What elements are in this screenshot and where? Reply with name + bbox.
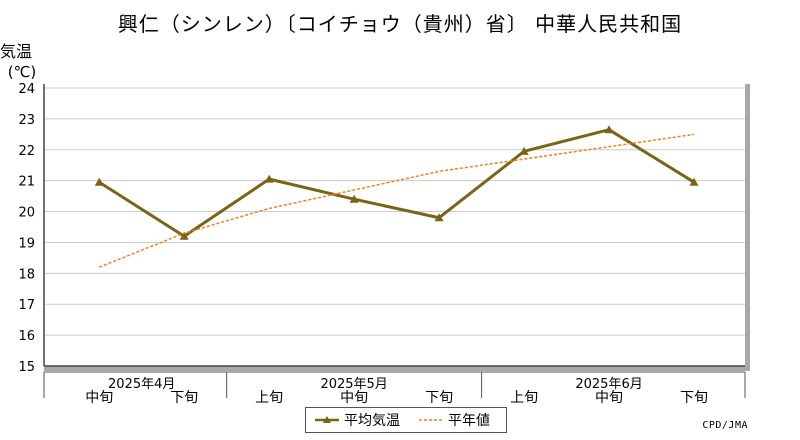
x-tick-label: 中旬 xyxy=(85,390,113,406)
y-tick-label: 24 xyxy=(18,82,35,97)
y-tick-label: 16 xyxy=(18,329,35,344)
y-tick-label: 22 xyxy=(18,144,35,159)
y-tick-label: 19 xyxy=(18,236,35,251)
x-tick-label: 中旬 xyxy=(340,390,368,406)
y-axis-label-line2: (℃) xyxy=(7,63,37,81)
legend-item-normal: 平年値 xyxy=(418,410,490,430)
data-point-avg xyxy=(94,177,104,186)
plot-frame-shadow-bottom xyxy=(44,366,750,371)
legend-swatch-normal xyxy=(419,419,443,421)
plot-area xyxy=(44,88,745,366)
x-tick-label: 上旬 xyxy=(510,390,538,406)
data-point-avg xyxy=(689,177,699,186)
legend-label-normal: 平年値 xyxy=(448,413,490,429)
data-point-avg xyxy=(349,194,359,203)
data-point-avg xyxy=(179,231,189,240)
chart-title: 興仁（シンレン）〔コイチョウ（貴州）省〕 中華人民共和国 xyxy=(117,12,683,36)
x-tick-label: 下旬 xyxy=(680,390,708,406)
y-tick-label: 18 xyxy=(18,267,35,282)
x-tick-label: 中旬 xyxy=(595,390,623,406)
legend: 平均気温 平年値 xyxy=(305,407,507,433)
data-point-avg xyxy=(434,213,444,222)
plot-frame-shadow-right xyxy=(745,84,750,366)
y-tick-label: 15 xyxy=(18,360,35,375)
y-axis-label-line1: 気温 xyxy=(0,42,33,61)
y-tick-label: 23 xyxy=(18,113,35,128)
x-tick-label: 下旬 xyxy=(170,390,198,406)
y-tick-label: 21 xyxy=(18,175,35,190)
legend-swatch-avg xyxy=(315,416,339,423)
legend-item-avg: 平均気温 xyxy=(314,410,400,430)
data-point-avg xyxy=(519,146,529,155)
y-tick-label: 20 xyxy=(18,206,35,221)
month-label: 2025年6月 xyxy=(575,377,642,392)
data-point-avg xyxy=(264,174,274,183)
data-point-avg xyxy=(604,125,614,134)
credit-text: CPD/JMA xyxy=(702,420,748,431)
x-tick-label: 下旬 xyxy=(425,390,453,406)
month-label: 2025年4月 xyxy=(108,377,175,392)
y-axis-label: 気温 (℃) xyxy=(0,42,44,82)
month-label: 2025年5月 xyxy=(320,377,387,392)
y-tick-label: 17 xyxy=(18,298,35,313)
legend-label-avg: 平均気温 xyxy=(344,413,400,429)
series-line-avg xyxy=(98,128,695,238)
x-tick-label: 上旬 xyxy=(255,390,283,406)
series-line-normal xyxy=(98,133,695,268)
